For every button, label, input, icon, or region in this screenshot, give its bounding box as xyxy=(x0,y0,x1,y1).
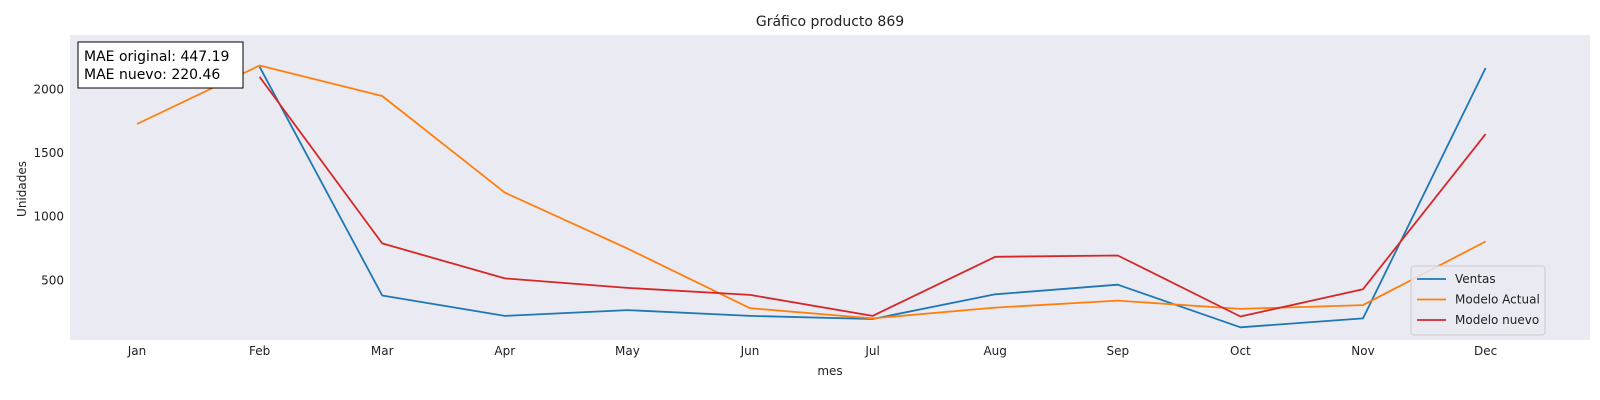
chart-title: Gráfico producto 869 xyxy=(756,14,904,30)
y-axis-label: Unidades xyxy=(15,161,29,217)
series-line-2 xyxy=(136,64,1487,320)
legend-label: Ventas xyxy=(1455,272,1496,286)
x-tick-label: Aug xyxy=(983,344,1006,358)
y-tick-label: 1000 xyxy=(33,210,64,224)
y-tick-label: 1500 xyxy=(33,146,64,160)
legend-label: Modelo nuevo xyxy=(1455,313,1539,327)
plot-area xyxy=(70,35,1590,340)
series-layer xyxy=(136,64,1487,329)
legend: Ventas Modelo Actual Modelo nuevo xyxy=(1410,265,1546,336)
mae-nuevo-text: MAE nuevo: 220.46 xyxy=(84,67,220,83)
x-tick-label: Nov xyxy=(1351,344,1374,358)
x-tick-label: Jul xyxy=(864,344,879,358)
legend-label: Modelo Actual xyxy=(1455,293,1540,307)
y-tick-label: 2000 xyxy=(33,83,64,97)
x-tick-label: Mar xyxy=(371,344,394,358)
x-axis-ticks: Jan Feb Mar Apr May Jun Jul Aug Sep Oct Nov Dec xyxy=(127,344,1497,358)
x-tick-label: Jun xyxy=(740,344,760,358)
x-tick-label: Feb xyxy=(249,344,270,358)
x-tick-label: Jan xyxy=(127,344,147,358)
legend-box xyxy=(1410,265,1546,336)
x-tick-label: Oct xyxy=(1230,344,1251,358)
x-tick-label: Apr xyxy=(494,344,515,358)
x-tick-label: Sep xyxy=(1106,344,1129,358)
x-axis-label: mes xyxy=(817,364,842,378)
mae-annotation: MAE original: 447.19 MAE nuevo: 220.46 xyxy=(77,41,244,89)
x-tick-label: May xyxy=(615,344,640,358)
series-line-3 xyxy=(258,76,1487,318)
x-tick-label: Dec xyxy=(1474,344,1497,358)
y-tick-label: 500 xyxy=(41,273,64,287)
mae-original-text: MAE original: 447.19 xyxy=(84,49,229,65)
mae-annotation-box xyxy=(77,41,244,89)
y-axis-ticks: 500 1000 1500 2000 xyxy=(33,83,64,288)
